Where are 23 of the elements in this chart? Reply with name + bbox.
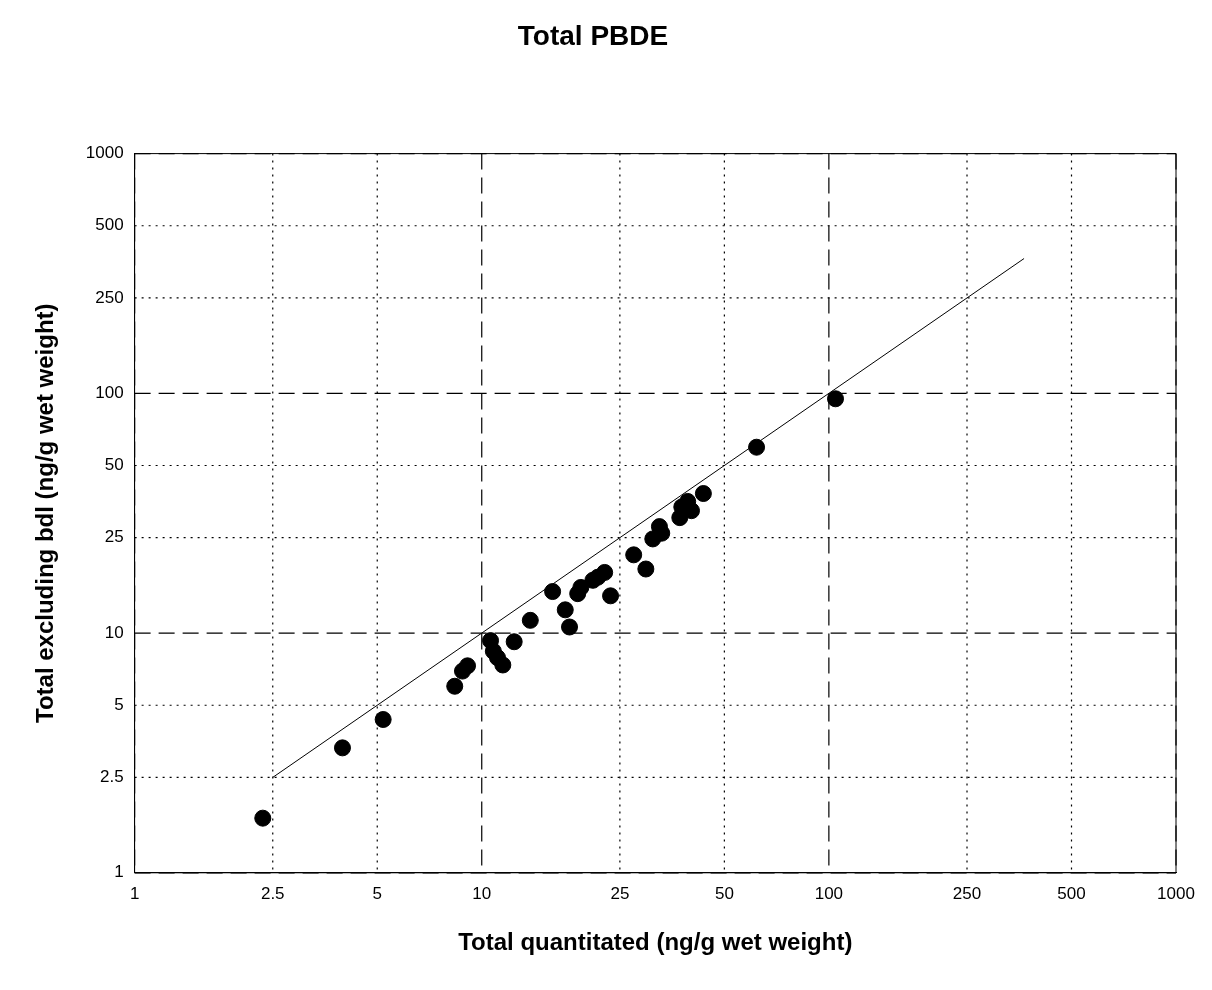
- y-tick-label: 250: [95, 287, 124, 307]
- y-tick-label: 25: [104, 527, 124, 547]
- x-tick-label: 500: [1057, 883, 1086, 903]
- y-tick-label: 500: [95, 215, 124, 235]
- x-tick-label: 5: [372, 883, 382, 903]
- y-tick-label: 1: [114, 862, 124, 882]
- x-tick-label: 250: [952, 883, 982, 903]
- x-tick-label: 100: [814, 883, 844, 903]
- y-tick-label: 10: [104, 622, 124, 642]
- x-tick-label: 25: [610, 883, 630, 903]
- y-tick-label: 50: [104, 455, 124, 475]
- y-tick-label: 100: [95, 383, 124, 403]
- x-tick-label: 50: [714, 883, 734, 903]
- y-tick-label: 2.5: [99, 767, 124, 787]
- y-tick-label: 1000: [85, 143, 124, 163]
- y-tick-label: 5: [114, 694, 124, 714]
- x-tick-label: 2.5: [260, 883, 285, 903]
- chart-title: Total PBDE: [517, 19, 669, 51]
- x-tick-label: 1: [129, 883, 140, 903]
- x-tick-label: 1000: [1157, 883, 1195, 903]
- x-axis-title: Total quantitated (ng/g wet weight): [458, 928, 853, 956]
- x-tick-label: 10: [472, 883, 492, 903]
- y-axis-title: Total excluding bdl (ng/g wet weight): [31, 303, 59, 723]
